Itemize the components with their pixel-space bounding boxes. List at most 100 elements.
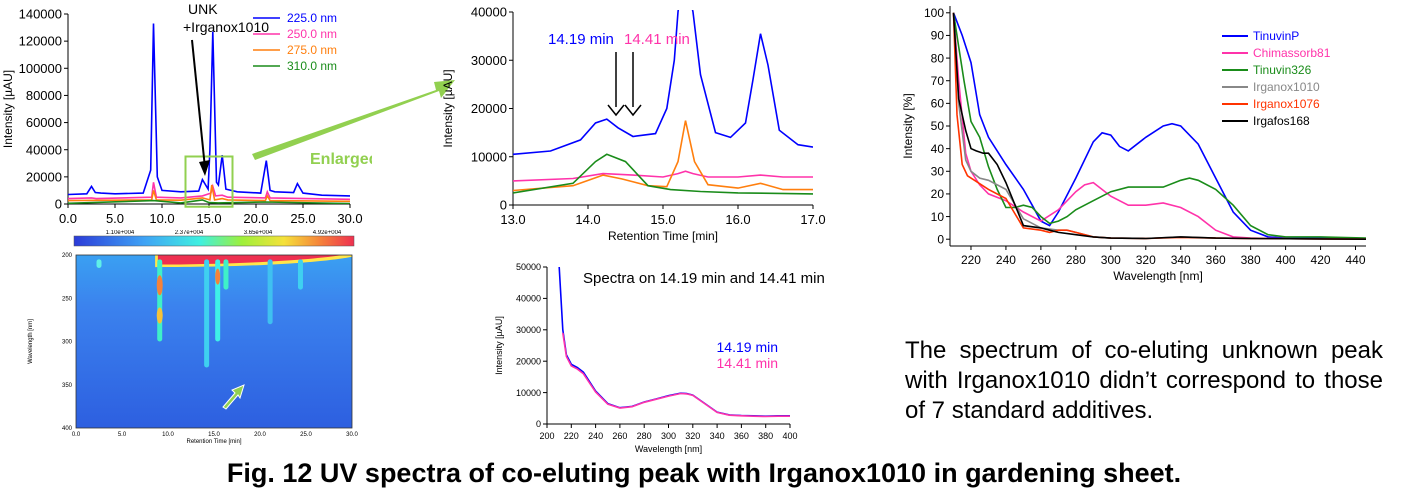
y-tick-label: 10 — [931, 210, 945, 224]
colorbar: 1.10e+004 2.37e+004 3.65e+004 4.92e+004 — [73, 230, 355, 247]
x-tick-label: 340 — [710, 431, 725, 441]
x-tick-label: 280 — [637, 431, 652, 441]
colorbar-label: 2.37e+004 — [175, 230, 204, 236]
x-tick-label: 340 — [1171, 253, 1191, 267]
heatmap-streak — [96, 259, 102, 268]
x-tick-label: 13.0 — [500, 212, 525, 227]
x-tick-label: 10.0 — [149, 211, 174, 226]
y-axis-label: Intensity [%] — [901, 93, 915, 158]
heatmap-y-tick: 250 — [62, 296, 73, 302]
irganox-annotation: +Irganox1010 — [183, 19, 269, 35]
zoom-box — [184, 155, 234, 208]
heatmap-spot — [215, 268, 221, 285]
heatmap-x-tick: 10.0 — [162, 432, 174, 438]
x-tick-label: 360 — [1206, 253, 1226, 267]
x-tick-label: 17.0 — [800, 212, 825, 227]
x-tick-label: 220 — [961, 253, 981, 267]
y-tick-label: 40000 — [516, 294, 541, 304]
figure-caption: Fig. 12 UV spectra of co-eluting peak wi… — [226, 458, 1182, 488]
series-line — [952, 12, 1366, 240]
series-line — [68, 199, 350, 204]
y-tick-label: 100 — [924, 6, 944, 20]
y-axis-label: Intensity [µAU] — [494, 316, 504, 375]
x-tick-label: 300 — [1101, 253, 1121, 267]
heatmap-spot — [156, 275, 163, 296]
heatmap-x-tick: 5.0 — [118, 432, 127, 438]
y-tick-label: 80 — [931, 51, 945, 65]
x-axis-label: Retention Time [min] — [608, 229, 718, 243]
y-tick-label: 0 — [937, 232, 944, 246]
x-tick-label: 200 — [539, 431, 554, 441]
y-tick-label: 20000 — [471, 101, 507, 116]
peak-label-1441: 14.41 min — [624, 31, 690, 48]
annotation-arrow — [191, 39, 206, 169]
y-tick-label: 30 — [931, 164, 945, 178]
x-tick-label: 240 — [996, 253, 1016, 267]
series-line — [68, 23, 350, 197]
standards-chart: 220 240 260 280 300 320 340 360 380 400 420 440 0 10 2… — [901, 6, 1366, 283]
y-tick-label: 90 — [931, 29, 945, 43]
peak-arrowhead — [624, 104, 642, 117]
x-tick-label: 400 — [782, 431, 797, 441]
x-tick-label: 360 — [734, 431, 749, 441]
heatmap-area — [76, 255, 352, 428]
heatmap-y-label: Wavelength [nm] — [28, 319, 34, 364]
heatmap-y-tick: 400 — [62, 426, 73, 432]
y-tick-label: 30000 — [516, 325, 541, 335]
x-tick-label: 300 — [661, 431, 676, 441]
series-label: 14.41 min — [717, 355, 778, 371]
series-line — [513, 153, 813, 195]
heatmap-streak — [157, 259, 163, 342]
series-line — [68, 184, 350, 203]
x-tick-label: 5.0 — [106, 211, 124, 226]
series-line — [513, 120, 813, 192]
y-tick-label: 50 — [931, 119, 945, 133]
y-tick-label: 20 — [931, 187, 945, 201]
heatmap-chart: 1.10e+004 2.37e+004 3.65e+004 4.92e+004 0.0 5… — [28, 230, 358, 445]
legend-label: 275.0 nm — [287, 43, 337, 57]
series-line — [952, 12, 1366, 239]
x-tick-label: 25.0 — [290, 211, 315, 226]
x-tick-label: 20.0 — [243, 211, 268, 226]
heatmap-streak — [223, 259, 229, 290]
heatmap-streak — [297, 259, 303, 290]
x-tick-label: 260 — [1031, 253, 1051, 267]
legend-label: TinuvinP — [1253, 29, 1299, 43]
x-tick-label: 440 — [1345, 253, 1365, 267]
y-tick-label: 60 — [931, 97, 945, 111]
x-tick-label: 15.0 — [650, 212, 675, 227]
peak-label-1419: 14.19 min — [548, 31, 614, 48]
y-tick-label: 0 — [55, 197, 62, 212]
legend-label: 250.0 nm — [287, 27, 337, 41]
heatmap-x-tick: 20.0 — [254, 432, 266, 438]
x-tick-label: 30.0 — [337, 211, 362, 226]
spectra-title: Spectra on 14.19 min and 14.41 min — [583, 270, 825, 287]
series-line — [513, 170, 813, 182]
x-tick-label: 380 — [1241, 253, 1261, 267]
heatmap-streak — [204, 259, 210, 368]
x-tick-label: 420 — [1311, 253, 1331, 267]
heatmap-x-tick: 25.0 — [300, 432, 312, 438]
x-tick-label: 260 — [612, 431, 627, 441]
x-tick-label: 15.0 — [196, 211, 221, 226]
heatmap-y-tick: 350 — [62, 383, 73, 389]
legend-label: Irgafos168 — [1253, 114, 1310, 128]
y-tick-label: 60000 — [26, 115, 62, 130]
y-tick-label: 50000 — [516, 262, 541, 272]
y-tick-label: 30000 — [471, 53, 507, 68]
enlarged-view-label: Enlarged view — [310, 151, 372, 168]
y-tick-label: 120000 — [19, 34, 62, 49]
x-axis-label: Wavelength [nm] — [1113, 269, 1203, 283]
series-line — [513, 10, 813, 156]
series-line — [562, 332, 790, 418]
chromatogram-chart: 0.0 5.0 10.0 15.0 20.0 25.0 30.0 0 20000 40000 600… — [1, 1, 372, 226]
colorbar-label: 4.92e+004 — [313, 230, 342, 236]
colorbar-label: 1.10e+004 — [106, 230, 135, 236]
y-axis-label: Intensity [µAU] — [441, 69, 455, 147]
y-tick-label: 40000 — [471, 5, 507, 20]
y-tick-label: 0 — [536, 419, 541, 429]
y-axis-label: Intensity [µAU] — [1, 70, 15, 148]
x-axis-label: Wavelength [nm] — [635, 444, 702, 454]
colorbar-label: 3.65e+004 — [244, 230, 273, 236]
peak-arrowhead — [607, 104, 625, 117]
